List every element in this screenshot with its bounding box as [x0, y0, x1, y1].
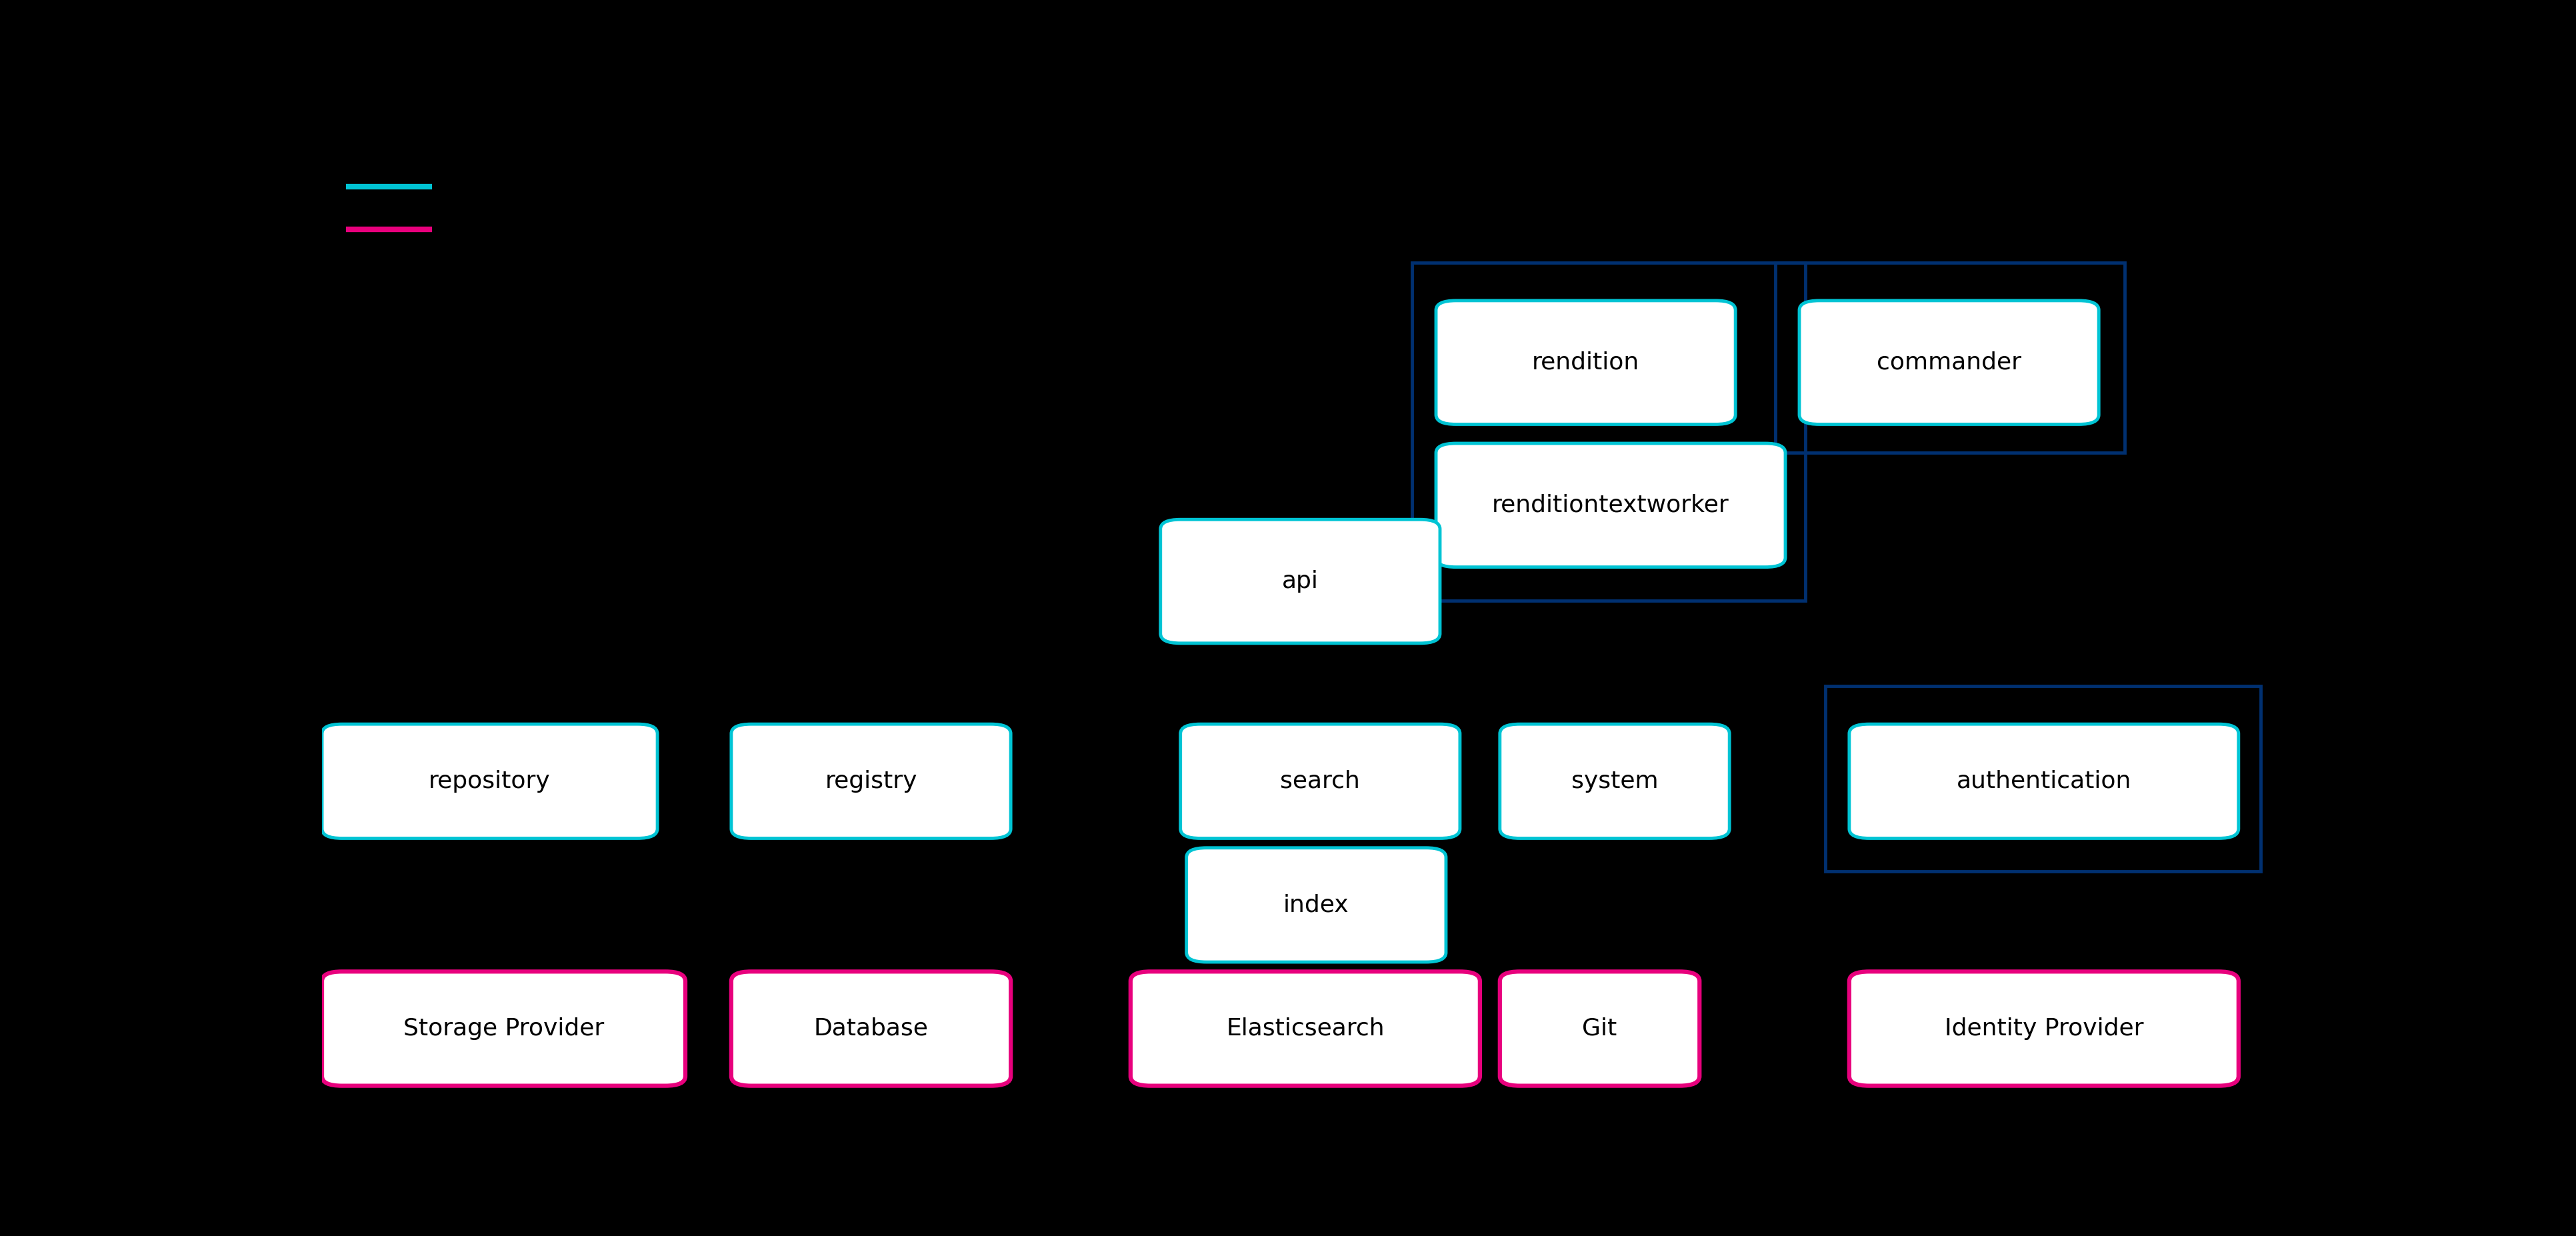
Text: renditiontextworker: renditiontextworker [1492, 494, 1728, 517]
FancyBboxPatch shape [732, 724, 1010, 838]
Text: authentication: authentication [1955, 770, 2130, 792]
FancyBboxPatch shape [1180, 724, 1461, 838]
FancyBboxPatch shape [322, 971, 685, 1085]
Text: index: index [1283, 894, 1350, 916]
FancyBboxPatch shape [1850, 724, 2239, 838]
Text: commander: commander [1878, 351, 2022, 373]
FancyBboxPatch shape [1131, 971, 1479, 1085]
Text: system: system [1571, 770, 1659, 792]
Text: api: api [1283, 570, 1319, 593]
Text: Database: Database [814, 1017, 927, 1039]
Text: registry: registry [824, 770, 917, 792]
FancyBboxPatch shape [1499, 971, 1700, 1085]
FancyBboxPatch shape [1435, 300, 1736, 424]
FancyBboxPatch shape [322, 724, 657, 838]
Text: Git: Git [1582, 1017, 1618, 1039]
Text: repository: repository [428, 770, 551, 792]
FancyBboxPatch shape [1499, 724, 1728, 838]
FancyBboxPatch shape [1188, 848, 1445, 962]
Text: Storage Provider: Storage Provider [404, 1017, 605, 1039]
Text: Identity Provider: Identity Provider [1945, 1017, 2143, 1039]
FancyBboxPatch shape [732, 971, 1010, 1085]
FancyBboxPatch shape [1435, 444, 1785, 567]
Text: rendition: rendition [1533, 351, 1638, 373]
FancyBboxPatch shape [1850, 971, 2239, 1085]
FancyBboxPatch shape [1798, 300, 2099, 424]
Text: Elasticsearch: Elasticsearch [1226, 1017, 1383, 1039]
FancyBboxPatch shape [1159, 519, 1440, 643]
Text: search: search [1280, 770, 1360, 792]
